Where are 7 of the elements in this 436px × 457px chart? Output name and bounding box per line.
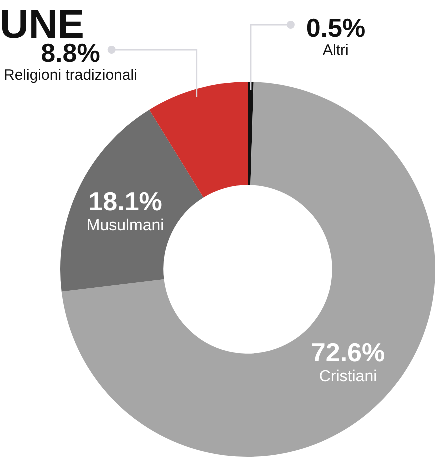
slice-label: Musulmani: [86, 217, 164, 234]
data-label: 72.6%: [311, 337, 386, 368]
slice-label: Altri: [323, 42, 349, 59]
data-label: 18.1%: [88, 186, 162, 216]
slice-label: Cristiani: [319, 368, 378, 386]
slice-label: Religioni tradizionali: [4, 67, 138, 84]
data-label: 0.5%: [306, 13, 366, 43]
